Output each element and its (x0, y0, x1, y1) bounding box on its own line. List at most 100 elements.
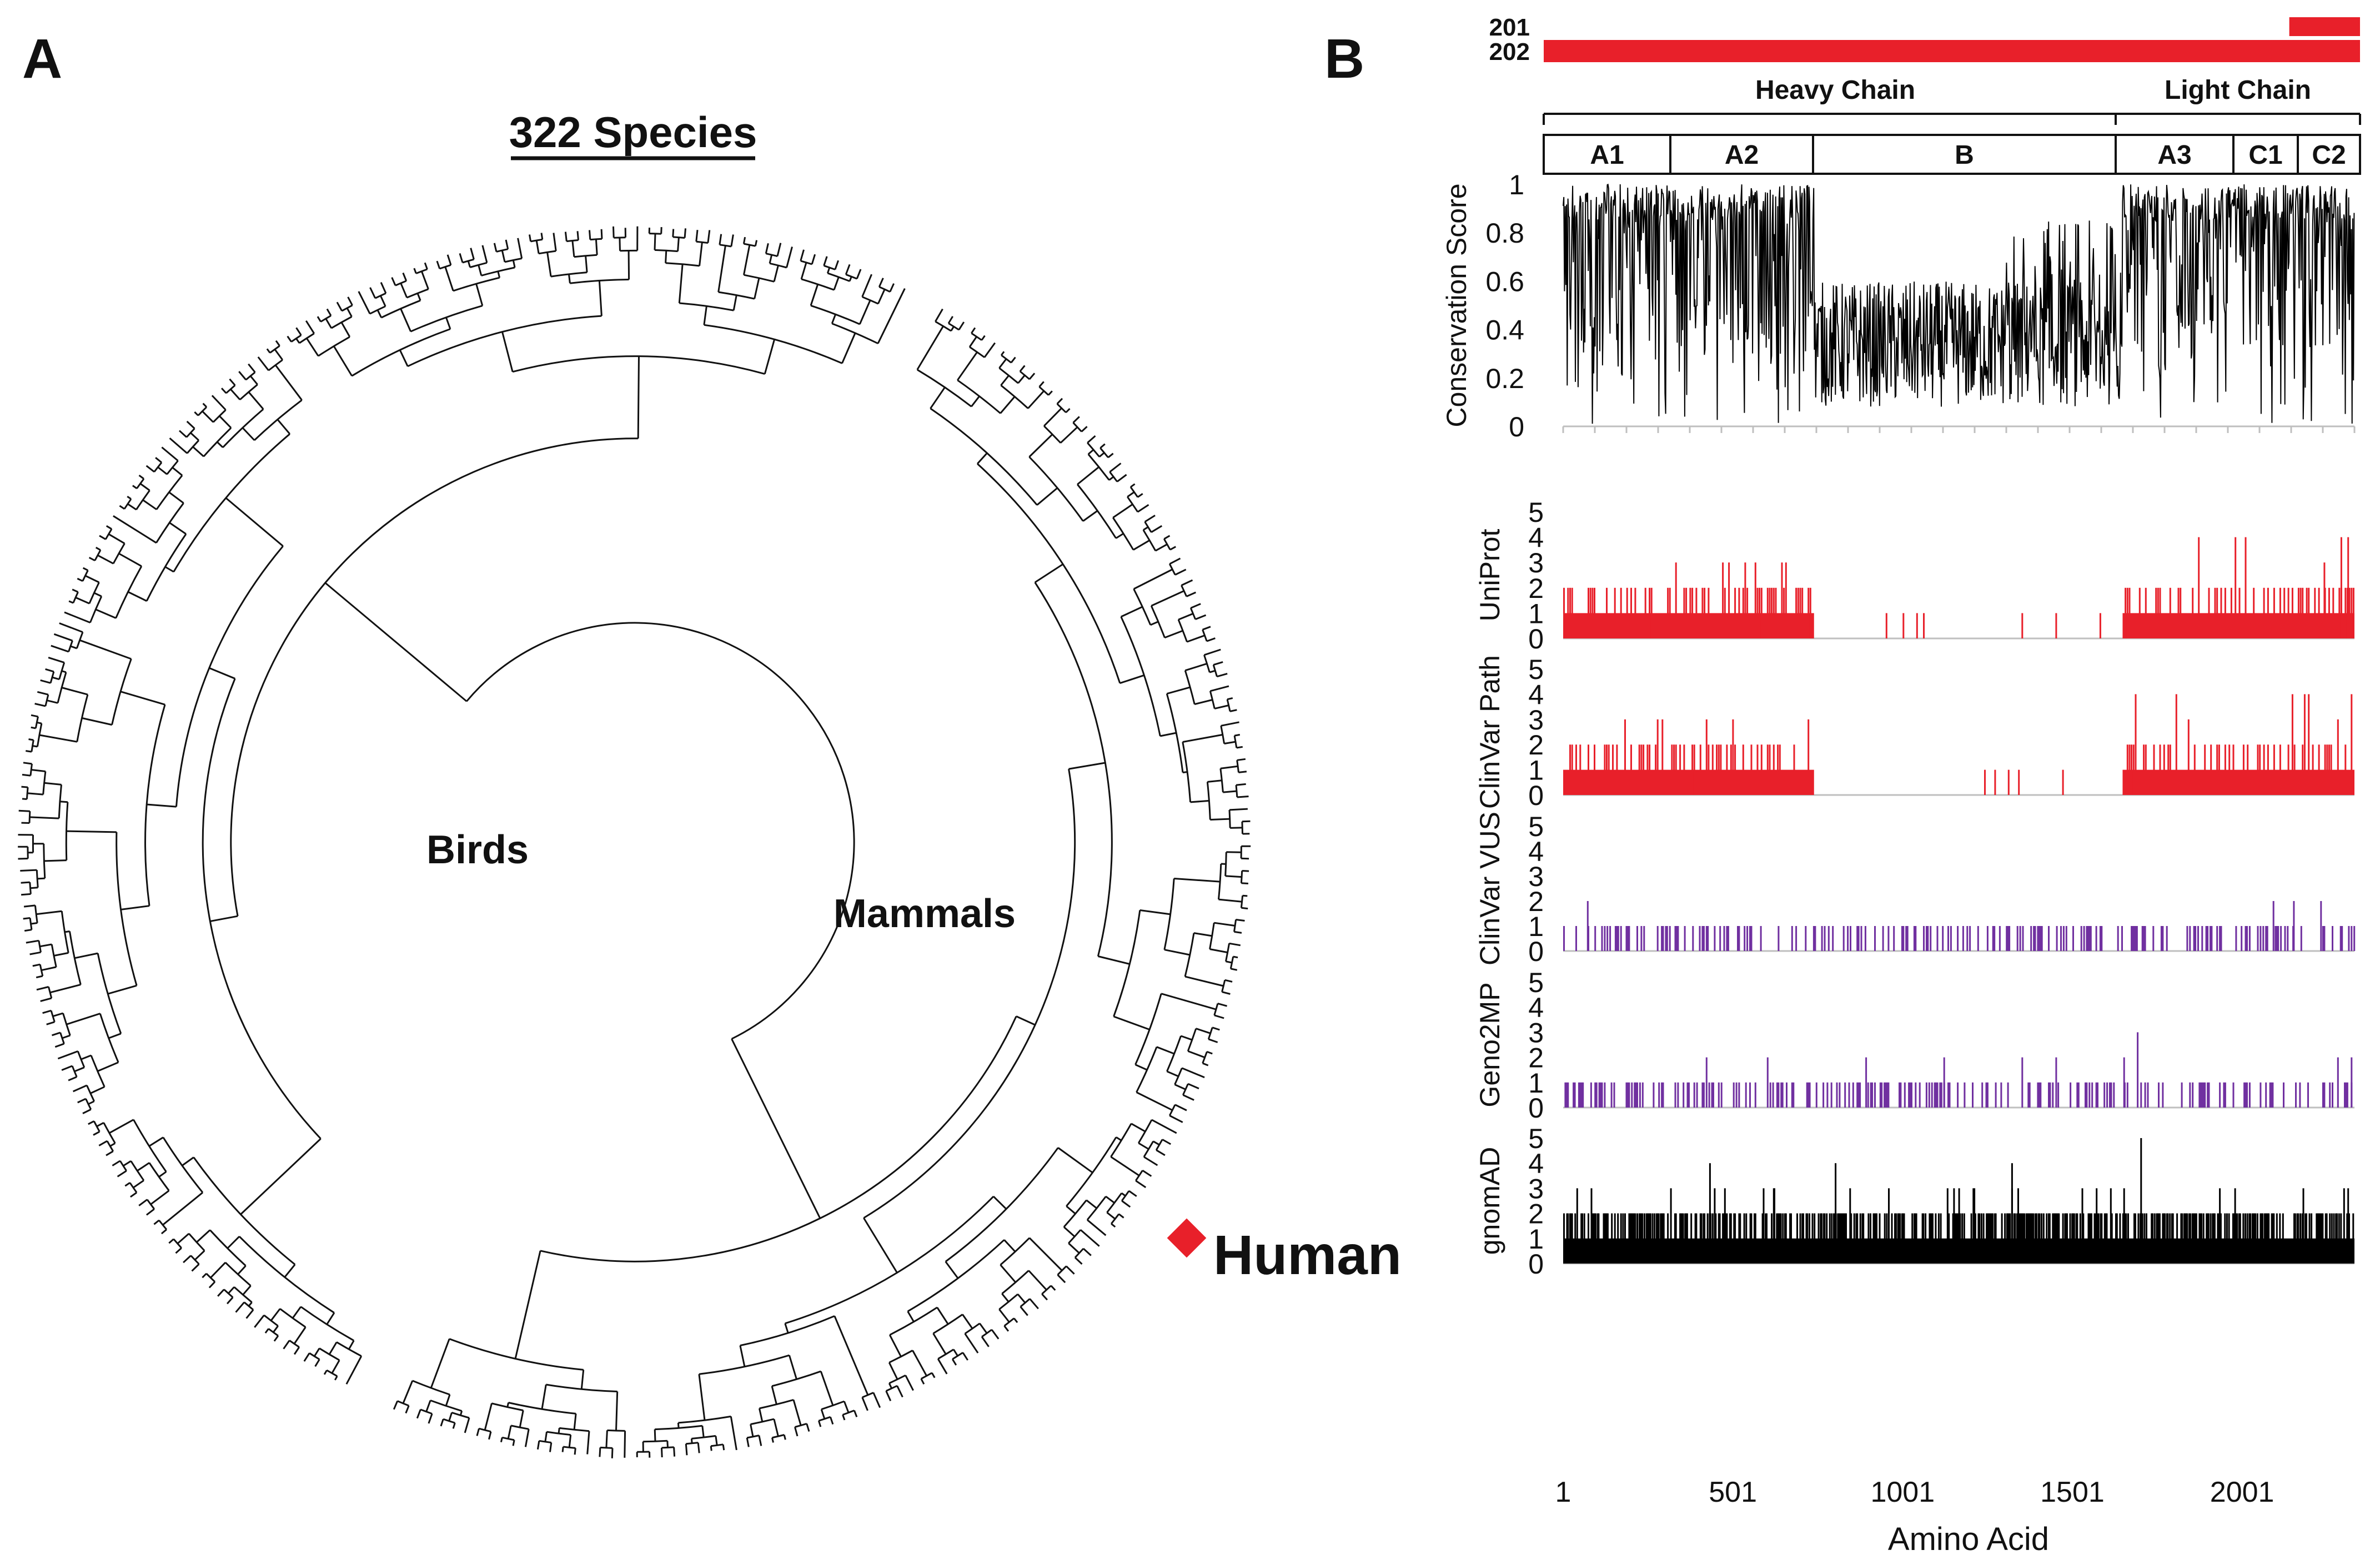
bar (2297, 1213, 2299, 1264)
node-arc (1213, 1003, 1219, 1016)
bar (1643, 926, 1645, 951)
branch (1133, 568, 1173, 590)
bar (2158, 1213, 2160, 1264)
branch (953, 1348, 958, 1357)
branch (380, 281, 387, 294)
branch (831, 314, 837, 324)
bar (1603, 1213, 1605, 1264)
node-arc (1134, 993, 1162, 1065)
bar (1842, 926, 1845, 951)
branch (673, 1447, 676, 1457)
branch (245, 1309, 254, 1319)
bar (1742, 744, 1744, 795)
bar (2037, 926, 2039, 951)
bar (2072, 926, 2074, 951)
bar (2248, 1213, 2251, 1264)
bar (1569, 744, 1571, 795)
branch (598, 280, 602, 316)
bar-dense-block (1563, 769, 1814, 795)
bar (1640, 926, 1643, 951)
bar (2202, 1082, 2205, 1108)
branch (22, 773, 31, 777)
bar (2318, 744, 2320, 795)
branch (1237, 758, 1246, 761)
branch (216, 441, 224, 448)
bar (2014, 1213, 2016, 1264)
bar (1705, 1057, 1708, 1108)
branch (32, 963, 41, 967)
bar (2106, 1213, 2108, 1264)
bar (2192, 1213, 2195, 1264)
branch (964, 1333, 979, 1353)
bar (1780, 1082, 1783, 1108)
bar (2134, 1213, 2136, 1264)
bar (1575, 744, 1577, 795)
node-arc (1202, 629, 1208, 642)
node-arc (678, 1415, 731, 1424)
branch (1113, 1015, 1150, 1030)
bar (1676, 926, 1678, 951)
bar (2169, 587, 2171, 638)
branch (501, 331, 514, 373)
bar (1614, 587, 1616, 638)
track-y-tick: 4 (1528, 1148, 1544, 1179)
branch (1186, 591, 1197, 597)
bar (1970, 1213, 1972, 1264)
bar (1749, 1213, 1751, 1264)
branch (1181, 579, 1193, 586)
branch (54, 1043, 64, 1048)
branch (72, 1084, 88, 1093)
branch (416, 293, 421, 301)
bar (1791, 1082, 1793, 1108)
branch (37, 691, 49, 696)
branch (248, 363, 256, 373)
bar (1952, 1213, 1954, 1264)
bar (1667, 1213, 1669, 1264)
bar (2090, 926, 2092, 951)
bar (1769, 587, 1771, 638)
bar (1805, 926, 1807, 951)
bar (1957, 1082, 1959, 1108)
branch (272, 1325, 279, 1333)
bar (1600, 1082, 1601, 1108)
branch (615, 1391, 619, 1431)
conservation-y-tick: 0 (1509, 411, 1524, 442)
branch (586, 1431, 590, 1455)
branch (957, 351, 978, 381)
branch (1000, 1264, 1016, 1283)
branch (62, 1034, 71, 1039)
panel-a-label: A (22, 28, 62, 90)
branch (277, 419, 291, 435)
branch (1143, 1156, 1158, 1166)
bar (1826, 1082, 1829, 1108)
bar (2103, 1213, 2106, 1264)
node-arc (59, 1032, 65, 1044)
branch (107, 984, 137, 995)
branch (162, 1191, 203, 1226)
bar (1882, 926, 1884, 951)
bar (1650, 587, 1653, 638)
bar (2023, 1213, 2025, 1264)
branch (976, 452, 988, 465)
bar (1929, 1213, 1931, 1264)
branch (507, 1425, 512, 1439)
bar (2333, 1213, 2335, 1264)
branch (39, 943, 52, 948)
branch (23, 917, 31, 920)
node-arc (1233, 735, 1238, 748)
bar (1781, 562, 1783, 638)
branch (947, 316, 953, 324)
x-tick-label: 501 (1709, 1476, 1757, 1508)
bar (1953, 1188, 1955, 1264)
bar (2220, 1213, 2222, 1264)
bar (1749, 926, 1751, 951)
bar (2340, 1213, 2342, 1264)
bar (1713, 1082, 1714, 1108)
bar (2329, 1213, 2331, 1264)
bar (2346, 1082, 2348, 1108)
branch (99, 535, 107, 540)
node-arc (1041, 1285, 1052, 1295)
branch (951, 1358, 957, 1366)
branch (1048, 390, 1053, 396)
